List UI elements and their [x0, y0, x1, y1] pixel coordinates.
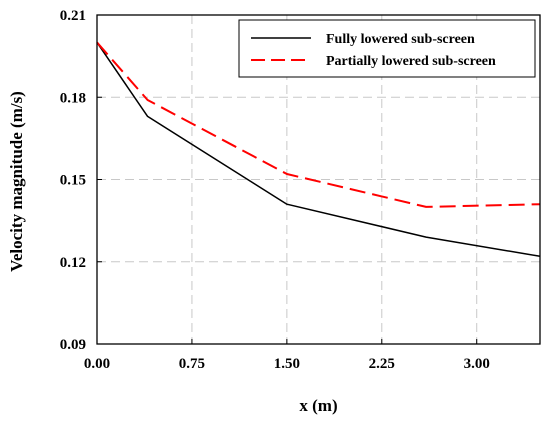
x-tick-label: 3.00 [464, 356, 490, 372]
legend-label-2: Partially lowered sub-screen [326, 54, 496, 69]
y-tick-label: 0.09 [60, 337, 86, 353]
y-axis-title: Velocity magnitude (m/s) [7, 91, 26, 272]
axis-ticks: 0.00 0.75 1.50 2.25 3.00 0.09 0.12 0.15 0.18 0.21 [60, 8, 490, 372]
grid [97, 15, 540, 344]
x-tick-label: 2.25 [369, 356, 395, 372]
y-tick-label: 0.21 [60, 8, 86, 24]
y-tick-label: 0.18 [60, 90, 86, 106]
y-tick-label: 0.12 [60, 255, 86, 271]
legend-label-1: Fully lowered sub-screen [326, 32, 475, 47]
x-tick-label: 0.75 [179, 356, 205, 372]
x-tick-label: 0.00 [84, 356, 110, 372]
x-axis-title: x (m) [299, 396, 337, 415]
legend: Fully lowered sub-screen Partially lowere… [238, 19, 536, 78]
y-tick-label: 0.15 [60, 173, 86, 189]
x-tick-label: 1.50 [274, 356, 300, 372]
series-line-2 [96, 41, 541, 208]
series-lines [96, 41, 541, 258]
legend-box [238, 19, 536, 78]
series-line-1 [96, 41, 541, 258]
